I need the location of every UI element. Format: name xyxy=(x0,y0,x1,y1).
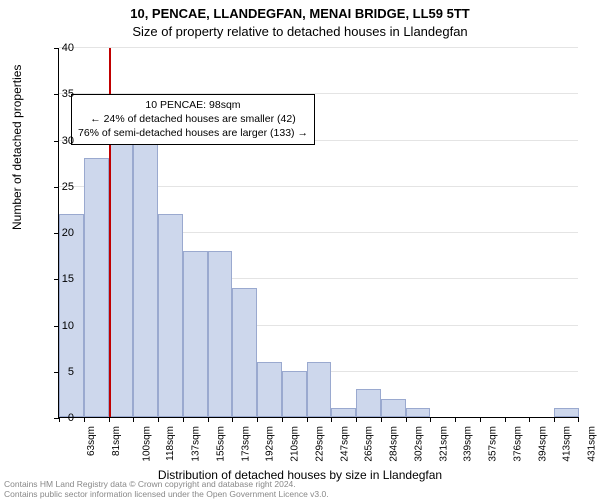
x-tick-mark xyxy=(331,417,332,422)
x-tick-label: 81sqm xyxy=(111,426,122,456)
x-tick-mark xyxy=(109,417,110,422)
x-tick-mark xyxy=(183,417,184,422)
y-tick-label: 10 xyxy=(48,320,74,332)
x-tick-mark xyxy=(282,417,283,422)
x-tick-label: 173sqm xyxy=(240,426,251,462)
x-tick-label: 155sqm xyxy=(215,426,226,462)
x-tick-mark xyxy=(381,417,382,422)
x-tick-label: 63sqm xyxy=(86,426,97,456)
y-tick-label: 15 xyxy=(48,273,74,285)
x-tick-mark xyxy=(578,417,579,422)
footer-line1: Contains HM Land Registry data © Crown c… xyxy=(4,479,329,489)
footer-attribution: Contains HM Land Registry data © Crown c… xyxy=(4,479,329,499)
annotation-line: 76% of semi-detached houses are larger (… xyxy=(78,126,308,140)
x-tick-mark xyxy=(158,417,159,422)
annotation-line: ← 24% of detached houses are smaller (42… xyxy=(78,112,308,126)
x-tick-mark xyxy=(133,417,134,422)
x-tick-label: 413sqm xyxy=(562,426,573,462)
histogram-bar xyxy=(232,288,257,418)
x-tick-mark xyxy=(529,417,530,422)
x-tick-label: 321sqm xyxy=(438,426,449,462)
x-tick-mark xyxy=(455,417,456,422)
y-tick-label: 35 xyxy=(48,88,74,100)
y-tick-label: 20 xyxy=(48,227,74,239)
histogram-bar xyxy=(59,214,84,418)
x-tick-label: 376sqm xyxy=(513,426,524,462)
x-tick-label: 357sqm xyxy=(488,426,499,462)
gridline xyxy=(59,47,578,48)
x-tick-label: 229sqm xyxy=(314,426,325,462)
x-tick-label: 394sqm xyxy=(537,426,548,462)
histogram-bar xyxy=(331,408,356,417)
histogram-bar xyxy=(307,362,332,418)
histogram-bar xyxy=(554,408,579,417)
histogram-bar xyxy=(381,399,406,418)
x-tick-mark xyxy=(257,417,258,422)
histogram-bar xyxy=(133,121,158,417)
x-tick-mark xyxy=(554,417,555,422)
y-tick-label: 25 xyxy=(48,181,74,193)
x-tick-mark xyxy=(307,417,308,422)
histogram-bar xyxy=(84,158,109,417)
x-tick-mark xyxy=(84,417,85,422)
x-tick-label: 339sqm xyxy=(463,426,474,462)
y-tick-label: 5 xyxy=(48,366,74,378)
histogram-bar xyxy=(208,251,233,418)
y-axis-label: Number of detached properties xyxy=(10,65,24,230)
x-tick-label: 210sqm xyxy=(290,426,301,462)
x-tick-label: 265sqm xyxy=(364,426,375,462)
x-tick-mark xyxy=(505,417,506,422)
x-tick-label: 118sqm xyxy=(165,426,176,461)
x-tick-mark xyxy=(430,417,431,422)
x-tick-label: 192sqm xyxy=(265,426,276,462)
histogram-bar xyxy=(257,362,282,418)
histogram-bar xyxy=(158,214,183,418)
x-tick-label: 284sqm xyxy=(389,426,400,462)
x-tick-label: 302sqm xyxy=(413,426,424,462)
x-tick-mark xyxy=(232,417,233,422)
x-tick-label: 137sqm xyxy=(191,426,202,462)
x-tick-label: 247sqm xyxy=(339,426,350,462)
histogram-bar xyxy=(183,251,208,418)
y-tick-label: 0 xyxy=(48,412,74,424)
x-tick-mark xyxy=(208,417,209,422)
y-tick-label: 30 xyxy=(48,135,74,147)
histogram-bar xyxy=(406,408,431,417)
x-tick-label: 100sqm xyxy=(141,426,152,462)
x-tick-mark xyxy=(406,417,407,422)
histogram-bar xyxy=(109,140,134,418)
footer-line2: Contains public sector information licen… xyxy=(4,489,329,499)
chart-container: 10, PENCAE, LLANDEGFAN, MENAI BRIDGE, LL… xyxy=(0,0,600,500)
x-tick-mark xyxy=(356,417,357,422)
x-tick-label: 431sqm xyxy=(587,426,598,462)
annotation-box: 10 PENCAE: 98sqm← 24% of detached houses… xyxy=(71,94,315,145)
plot-area: 10 PENCAE: 98sqm← 24% of detached houses… xyxy=(58,48,578,418)
histogram-bar xyxy=(356,389,381,417)
chart-title-line1: 10, PENCAE, LLANDEGFAN, MENAI BRIDGE, LL… xyxy=(0,6,600,21)
x-tick-mark xyxy=(480,417,481,422)
chart-title-line2: Size of property relative to detached ho… xyxy=(0,24,600,39)
histogram-bar xyxy=(282,371,307,417)
y-tick-label: 40 xyxy=(48,42,74,54)
annotation-line: 10 PENCAE: 98sqm xyxy=(78,98,308,112)
